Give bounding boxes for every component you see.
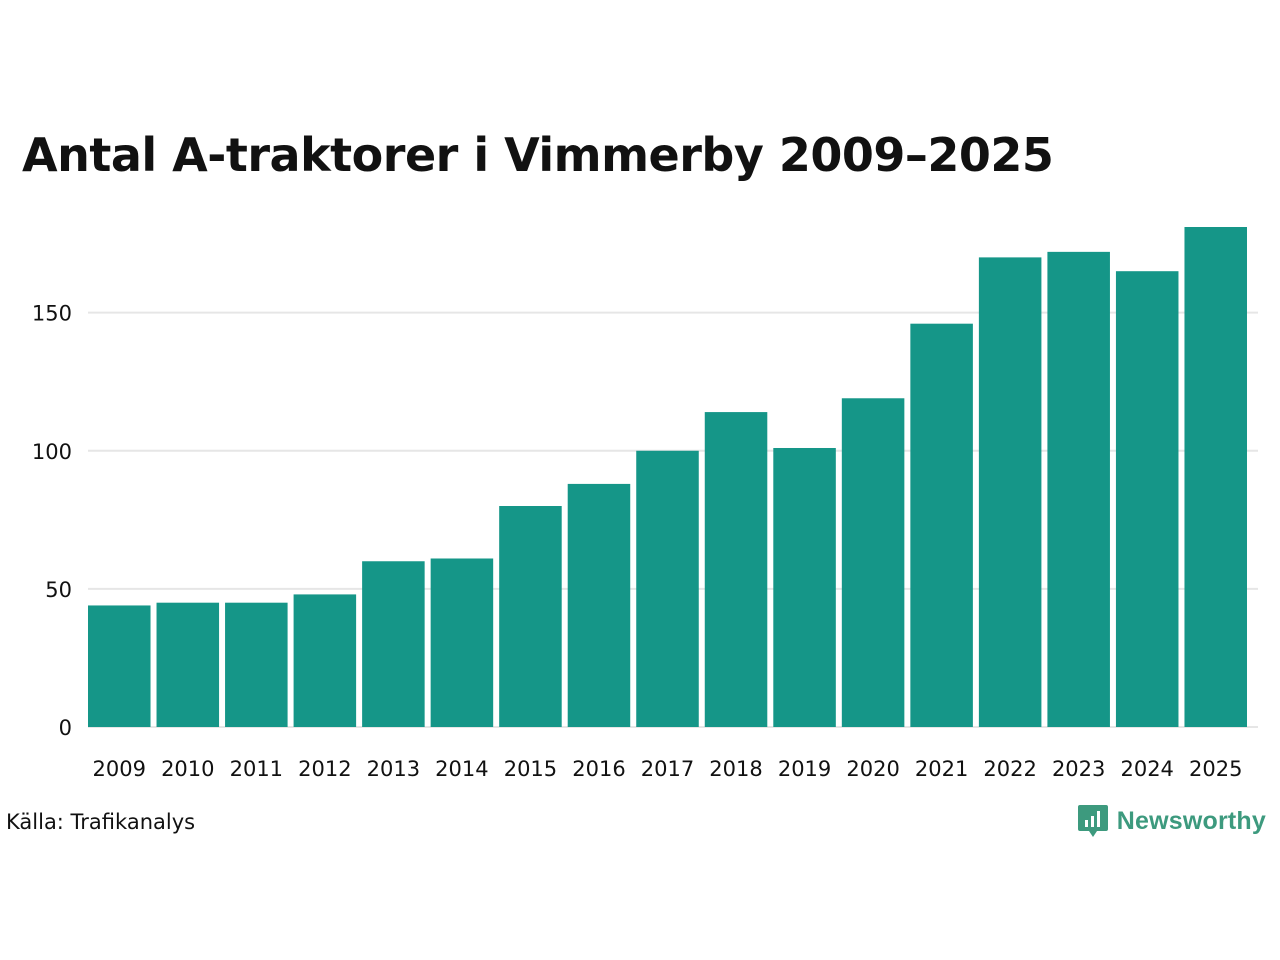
brand: Newsworthy: [1077, 803, 1266, 839]
x-tick-label: 2010: [161, 757, 214, 781]
bar-2016: [567, 483, 631, 727]
newsworthy-logo-icon: [1077, 805, 1108, 837]
bars: [88, 227, 1247, 727]
brand-name: Newsworthy: [1116, 806, 1266, 835]
x-tick-label: 2022: [983, 757, 1036, 781]
bar-2018: [704, 412, 768, 727]
y-tick-label: 50: [45, 578, 72, 602]
bar-2014: [430, 558, 494, 727]
chart-title: Antal A-traktorer i Vimmerby 2009–2025: [22, 128, 1054, 182]
x-tick-label: 2020: [846, 757, 899, 781]
bar-2015: [499, 506, 562, 727]
bar-2023: [1047, 251, 1110, 727]
x-tick-label: 2014: [435, 757, 488, 781]
x-tick-label: 2013: [367, 757, 420, 781]
bar-2020: [841, 398, 905, 727]
x-axis-ticks: 2009 2010 2011 2012 2013 2014 2015 2016 2017 2018…: [93, 757, 1243, 781]
y-tick-label: 150: [32, 302, 72, 326]
source-label: Källa: Trafikanalys: [6, 810, 196, 834]
bar-2013: [362, 561, 425, 727]
bar-2012: [293, 594, 357, 727]
y-tick-label: 100: [32, 440, 72, 464]
bar-2009: [88, 605, 151, 727]
x-tick-label: 2023: [1052, 757, 1105, 781]
x-tick-label: 2012: [298, 757, 351, 781]
x-tick-label: 2015: [504, 757, 557, 781]
x-tick-label: 2016: [572, 757, 625, 781]
bar-2024: [1115, 271, 1179, 727]
y-tick-label: 0: [59, 716, 72, 740]
x-tick-label: 2024: [1120, 757, 1173, 781]
x-tick-label: 2017: [641, 757, 694, 781]
bar-2019: [773, 447, 836, 727]
bar-2022: [978, 257, 1042, 727]
x-tick-label: 2018: [709, 757, 762, 781]
x-tick-label: 2021: [915, 757, 968, 781]
x-tick-label: 2009: [93, 757, 146, 781]
x-tick-label: 2025: [1189, 757, 1242, 781]
x-tick-label: 2011: [230, 757, 283, 781]
bar-2021: [910, 323, 973, 727]
bar-2011: [225, 602, 288, 727]
bar-2010: [156, 602, 220, 727]
y-axis-ticks: 0 50 100 150: [32, 302, 72, 740]
x-tick-label: 2019: [778, 757, 831, 781]
bar-2025: [1184, 227, 1247, 727]
bar-2017: [636, 450, 699, 727]
